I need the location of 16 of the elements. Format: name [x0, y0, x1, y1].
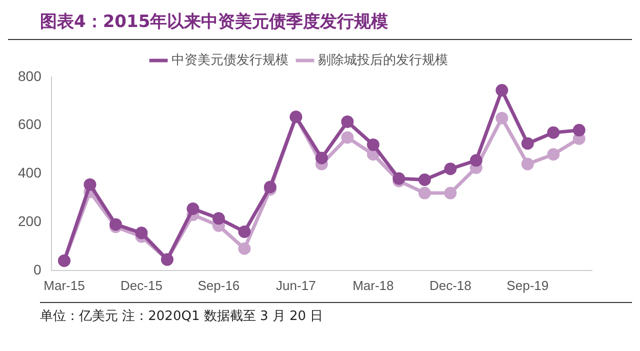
- x-tick-label: Dec-15: [120, 278, 162, 293]
- x-tick-label: Jun-17: [276, 278, 316, 293]
- text: 单位：亿美元 注：2020Q1 数据截至 3 月 20 日: [40, 308, 324, 325]
- x-tick-label: Dec-18: [429, 278, 472, 293]
- x-tick-label: Mar-15: [44, 278, 85, 293]
- chart-title: 图表4：2015年以来中资美元债季度发行规模: [8, 8, 632, 40]
- y-tick-label: 800: [18, 68, 42, 84]
- x-tick-label: Sep-19: [506, 278, 549, 293]
- x-tick-label: Mar-18: [352, 278, 394, 293]
- y-tick-label: 600: [18, 116, 42, 132]
- y-tick-label: 0: [34, 261, 42, 278]
- legend-label: 中资美元债发行规模: [172, 52, 288, 68]
- x-tick-label: Sep-16: [198, 278, 240, 293]
- y-tick-label: 400: [18, 164, 42, 181]
- y-tick-label: 200: [18, 212, 42, 229]
- legend-label: 剔除城投后的发行规模: [318, 52, 448, 68]
